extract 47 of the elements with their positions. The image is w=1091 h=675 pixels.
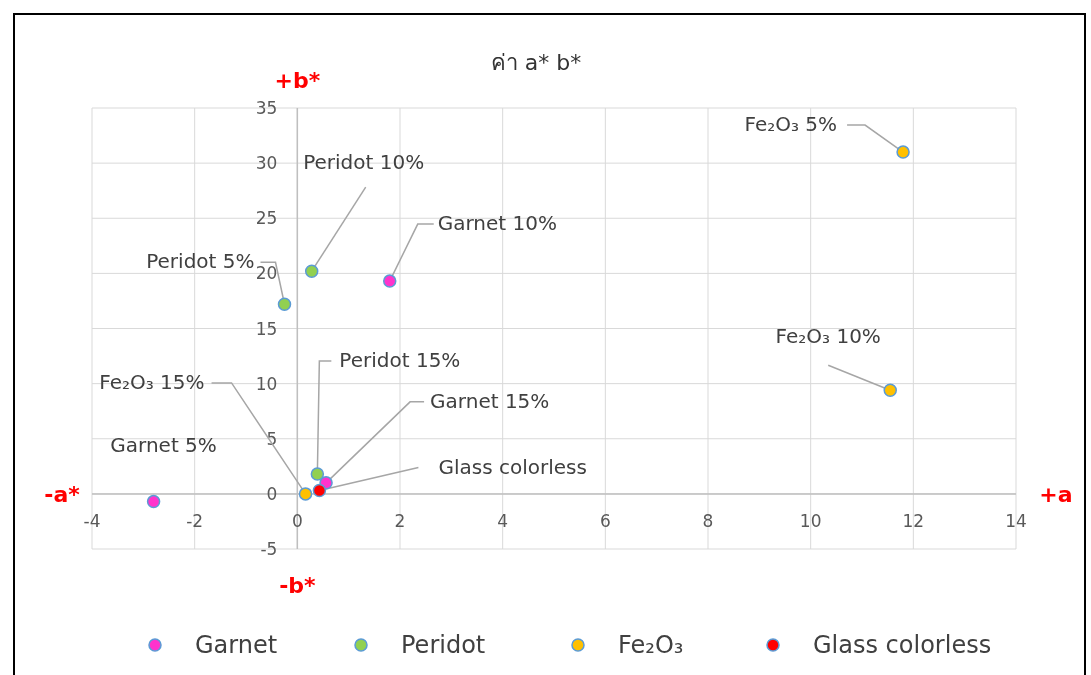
- x-tick-label: 14: [1005, 510, 1027, 531]
- y-tick-label: 25: [255, 208, 278, 229]
- annotation: Garnet 15%: [430, 388, 550, 413]
- annotation: Peridot 15%: [339, 348, 461, 373]
- chart-title: ค่า a* b*: [490, 50, 582, 75]
- annotation: Fe₂O₃ 15%: [99, 369, 205, 394]
- text: +a: [1039, 481, 1073, 507]
- y-tick-label: 35: [255, 98, 278, 118]
- y-tick-label: 15: [255, 318, 278, 339]
- point: [298, 487, 313, 501]
- y-tick-label: 20: [255, 263, 278, 284]
- x-tick-label: 2: [394, 510, 406, 531]
- annotation: Peridot 10%: [303, 150, 425, 175]
- annotation: Glass colorless: [438, 454, 587, 479]
- x-tick-label: 8: [702, 510, 714, 531]
- point: [883, 383, 897, 397]
- point: [896, 145, 910, 159]
- annotation: Garnet 5%: [110, 432, 217, 457]
- legend-label: Peridot: [401, 631, 486, 659]
- point: [146, 494, 161, 509]
- annotation: Peridot 5%: [146, 249, 255, 274]
- point: [382, 274, 397, 288]
- x-tick-label: 4: [497, 510, 509, 531]
- point: [312, 483, 327, 498]
- x-tick-label: -4: [83, 510, 101, 531]
- annotation: Garnet 10%: [437, 211, 557, 236]
- x-tick-label: 0: [291, 510, 303, 531]
- x-tick-label: 6: [599, 510, 611, 531]
- legend-label: Garnet: [195, 631, 278, 659]
- text: -b*: [279, 573, 317, 598]
- y-tick-label: 30: [255, 153, 278, 174]
- legend-label: Fe₂O₃: [618, 631, 684, 659]
- x-tick-label: -2: [186, 510, 204, 531]
- annotation: Fe₂O₃ 5%: [744, 112, 838, 137]
- point: [277, 297, 292, 311]
- annotation: Fe₂O₃ 10%: [775, 324, 881, 349]
- text: -a*: [44, 481, 81, 507]
- point: [304, 264, 319, 278]
- point: [310, 467, 325, 481]
- x-tick-label: 10: [799, 510, 822, 531]
- y-tick-label: 0: [266, 483, 278, 504]
- legend-label: Glass colorless: [813, 631, 992, 659]
- y-tick-label: -5: [260, 539, 278, 559]
- y-tick-label: 10: [255, 373, 278, 394]
- text: +b*: [274, 68, 321, 93]
- y-tick-label: 5: [266, 428, 278, 449]
- x-tick-label: 12: [902, 510, 925, 531]
